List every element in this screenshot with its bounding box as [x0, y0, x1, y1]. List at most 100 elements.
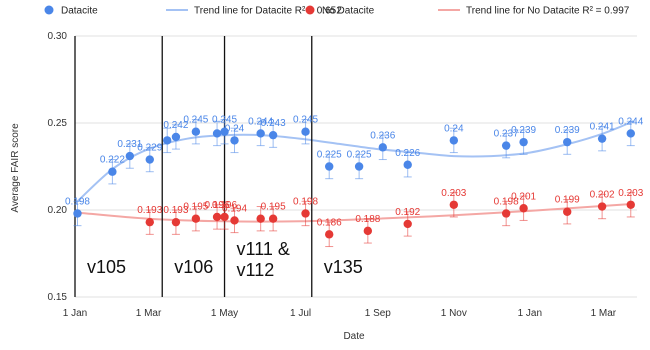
data-label: 0.193	[137, 205, 162, 216]
data-point	[108, 167, 117, 176]
data-label: 0.198	[293, 196, 318, 207]
x-tick-label: 1 Mar	[136, 308, 162, 319]
legend-item: Datacite	[44, 5, 98, 17]
data-point	[212, 212, 222, 222]
data-label: 0.229	[137, 143, 162, 154]
data-point	[163, 136, 172, 145]
data-point	[626, 200, 635, 209]
y-tick-label: 0.25	[48, 118, 68, 129]
data-point	[403, 160, 412, 169]
y-tick-label: 0.20	[48, 205, 68, 216]
legend-label: Datacite	[61, 6, 98, 17]
data-label: 0.245	[293, 115, 318, 126]
legend-label: No Datacite	[322, 6, 375, 17]
data-point	[449, 200, 459, 209]
data-point	[519, 137, 528, 147]
x-tick-label: 1 Jan	[63, 308, 87, 319]
data-label: 0.241	[590, 122, 615, 133]
version-label: v135	[324, 257, 363, 277]
data-label: 0.203	[441, 188, 466, 199]
data-label: 0.226	[395, 148, 420, 159]
data-point	[256, 129, 265, 138]
data-point	[171, 132, 181, 142]
data-point	[191, 127, 201, 136]
data-label: 0.195	[183, 202, 208, 213]
version-label: v105	[87, 257, 126, 277]
data-point	[171, 217, 181, 227]
data-point	[268, 214, 278, 223]
data-point	[145, 217, 154, 227]
data-label: 0.199	[555, 195, 580, 206]
legend-item: Trend line for No Datacite R² = 0.997	[438, 6, 630, 17]
y-axis-title: Average FAIR score	[10, 123, 21, 213]
data-label: 0.225	[317, 150, 342, 161]
x-tick-label: 1 Jul	[290, 308, 311, 319]
data-label: 0.244	[248, 116, 273, 127]
data-point	[519, 204, 528, 213]
data-point	[125, 151, 135, 161]
data-point	[563, 137, 572, 147]
data-label: 0.24	[444, 123, 464, 134]
data-label: 0.202	[590, 190, 615, 201]
version-label-line: v111 &	[237, 239, 290, 259]
data-point	[563, 207, 572, 216]
x-tick-label: 1 Mar	[591, 308, 617, 319]
data-point	[220, 127, 229, 136]
data-point	[501, 209, 511, 218]
y-tick-label: 0.15	[48, 292, 68, 303]
data-label: 0.195	[261, 202, 286, 213]
data-label: 0.188	[355, 214, 380, 225]
legend-label: Trend line for No Datacite R² = 0.997	[466, 6, 630, 17]
legend-marker	[44, 5, 54, 15]
data-label: 0.222	[100, 155, 125, 166]
data-label: 0.237	[494, 129, 519, 140]
version-label-line: v112	[237, 260, 275, 280]
legend-item: Trend line for Datacite R² = 0.652	[166, 6, 342, 17]
version-label-line: v105	[87, 257, 126, 277]
trend-line-datacite	[76, 120, 634, 203]
version-label: v111 & v112	[237, 239, 290, 280]
data-label: 0.239	[555, 125, 580, 136]
axis-ticks: 0.15 0.20 0.25 0.30 1 Jan 1 Mar 1 May 1 Jul 1 Se…	[48, 31, 617, 319]
data-point	[268, 130, 278, 140]
y-tick-label: 0.30	[48, 31, 68, 42]
version-label: v106	[174, 257, 213, 277]
data-label: 0.242	[163, 120, 188, 131]
data-label: 0.225	[347, 150, 372, 161]
data-label: 0.196	[205, 200, 230, 211]
data-label: 0.203	[618, 188, 643, 199]
x-axis-title: Date	[343, 331, 365, 342]
trend-line-no-datacite	[77, 202, 634, 223]
x-tick-label: 1 Jan	[518, 308, 542, 319]
data-point	[301, 209, 310, 218]
data-label: 0.194	[222, 203, 247, 214]
version-label-line: v106	[174, 257, 213, 277]
data-point	[220, 212, 229, 222]
data-label: 0.236	[370, 130, 395, 141]
data-point	[212, 129, 222, 138]
legend-marker	[305, 5, 315, 15]
legend-label: Trend line for Datacite R² = 0.652	[194, 6, 342, 17]
data-label: 0.245	[212, 115, 237, 126]
data-point	[256, 214, 265, 223]
data-label: 0.193	[163, 205, 188, 216]
version-markers: v105 v106 v111 & v112 v135	[74, 36, 363, 297]
data-point	[354, 162, 364, 171]
legend: Datacite Trend line for Datacite R² = 0.6…	[44, 5, 630, 17]
data-point	[626, 129, 635, 138]
data-point	[301, 127, 310, 136]
version-label-line: v135	[324, 257, 363, 277]
data-point	[378, 143, 387, 152]
data-point	[363, 226, 373, 236]
x-tick-label: 1 May	[211, 308, 238, 319]
data-point	[597, 134, 607, 143]
legend-item: No Datacite	[305, 5, 375, 17]
data-label: 0.201	[511, 191, 536, 202]
data-point	[145, 155, 154, 164]
data-label: 0.239	[511, 125, 536, 136]
data-point	[230, 216, 239, 225]
data-point	[501, 141, 511, 150]
